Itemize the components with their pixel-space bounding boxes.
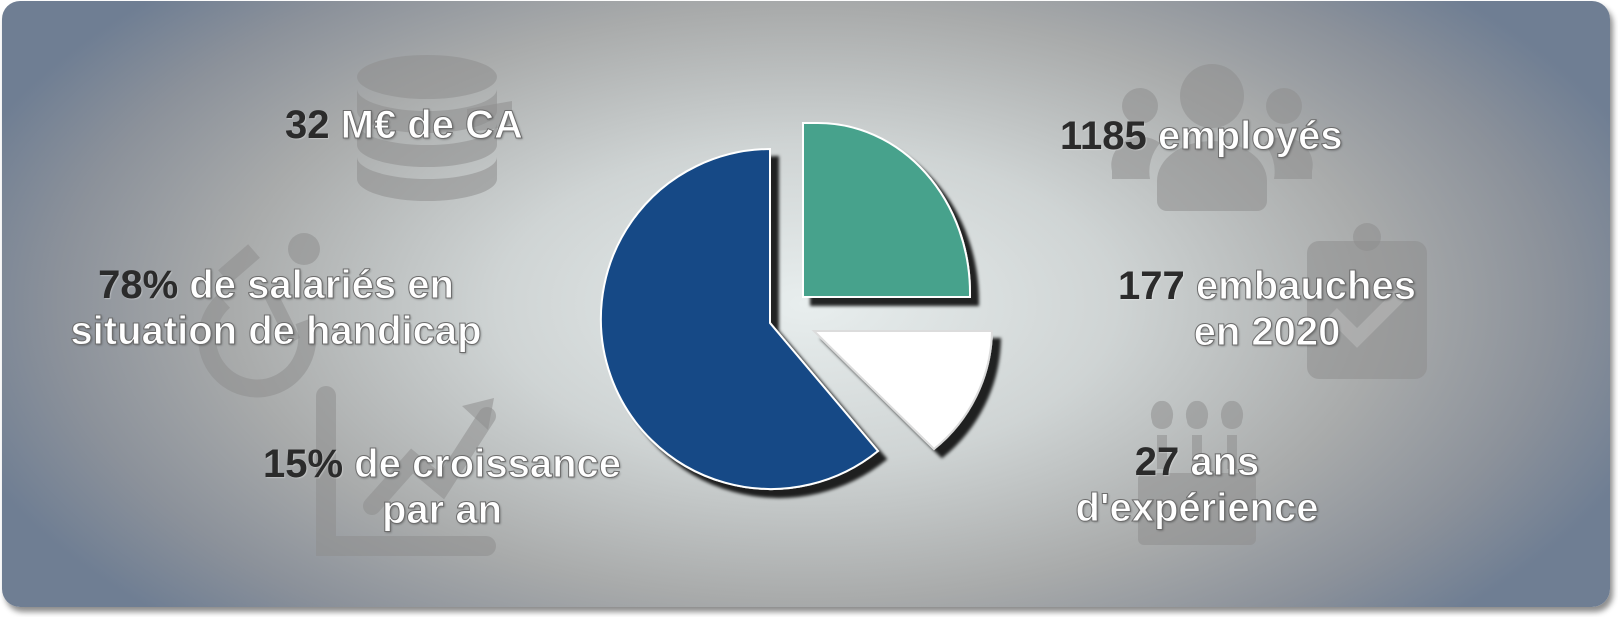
employees-label: employés	[1157, 114, 1343, 159]
employees-stat: 1185 employés	[1060, 113, 1343, 159]
growth-label-line2: par an	[381, 488, 503, 533]
infographic-card: 32 M€ de CA 78% de salariés en situation…	[2, 1, 1610, 607]
disability-label-line2: situation de handicap	[70, 309, 482, 354]
experience-stat: 27 ans d'expérience	[1067, 439, 1327, 531]
pie-slice-green	[802, 122, 971, 298]
disability-label-line1: de salariés en	[189, 263, 455, 308]
birthday-cake-icon	[1138, 400, 1256, 545]
disability-stat: 78% de salariés en situation de handicap	[66, 262, 486, 354]
clipboard-check-icon	[1307, 223, 1427, 379]
experience-number: 27	[1134, 440, 1180, 484]
experience-label-line1: ans	[1190, 440, 1260, 485]
experience-label-line2: d'expérience	[1075, 486, 1319, 531]
revenue-number: 32	[285, 103, 330, 147]
pie-slice-blue	[599, 147, 880, 490]
accessibility-icon	[198, 233, 320, 398]
growth-label-line1: de croissance	[354, 442, 622, 487]
hires-number: 177	[1118, 264, 1185, 308]
hires-stat: 177 embauches en 2020	[1102, 263, 1432, 355]
employees-number: 1185	[1060, 114, 1147, 158]
growth-number: 15%	[262, 442, 344, 486]
revenue-stat: 32 M€ de CA	[285, 102, 523, 148]
pie-slice-white	[811, 330, 994, 451]
growth-chart-icon	[316, 386, 496, 556]
hires-label-line2: en 2020	[1193, 310, 1341, 355]
coins-stack-icon	[357, 55, 512, 201]
users-group-icon	[1111, 64, 1313, 211]
disability-number: 78%	[98, 263, 179, 307]
pie-chart	[599, 122, 994, 490]
revenue-label: M€ de CA	[340, 103, 523, 148]
hires-label-line1: embauches	[1195, 264, 1416, 309]
growth-stat: 15% de croissance par an	[252, 441, 632, 533]
